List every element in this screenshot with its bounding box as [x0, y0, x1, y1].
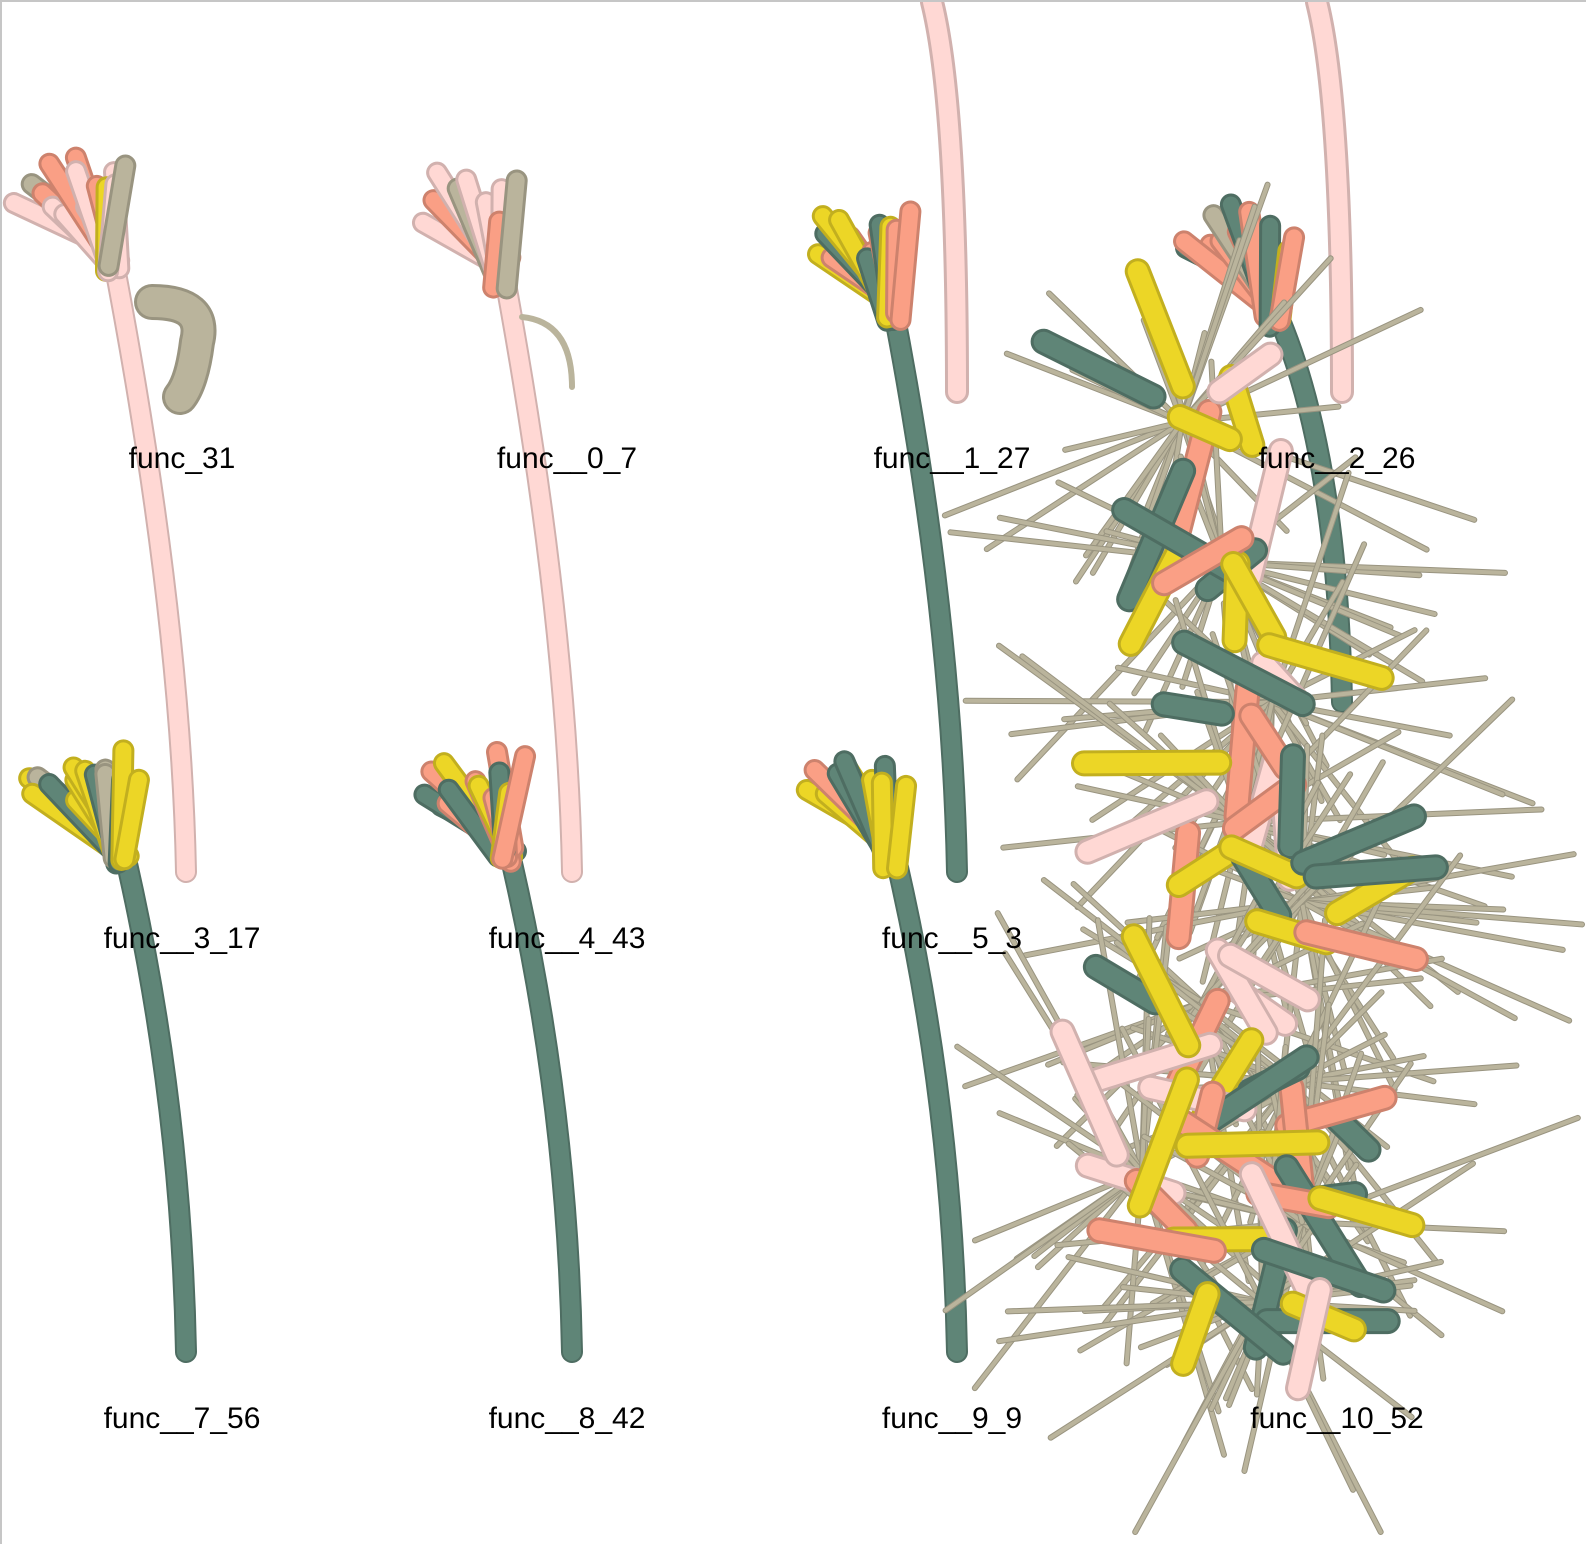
tangle-spike [1083, 420, 1184, 558]
tangle-capsule [1293, 806, 1424, 873]
tangle-spike [1075, 784, 1244, 824]
tangle-capsule [1169, 407, 1240, 450]
tangle-capsule [1154, 528, 1252, 594]
plant-func-5-3-stem [883, 833, 966, 1361]
tangle-capsule [1123, 926, 1199, 1056]
plant-func-5-3 [795, 750, 968, 1363]
tangle-spike [1180, 256, 1333, 424]
top-stem [1308, 2, 1351, 401]
plant-func-0-7-leaf [485, 213, 508, 296]
tangle-capsule [1305, 857, 1446, 887]
tangle-capsule [1085, 956, 1166, 1013]
tangle-capsule [1296, 922, 1426, 969]
tangle-capsule [1172, 1259, 1294, 1363]
tangle-capsule [1052, 1021, 1127, 1165]
plant-func-31-curl [134, 284, 217, 415]
tangle-capsule [1033, 331, 1164, 407]
tangle-spike [943, 1170, 1144, 1313]
tangle-capsule [1120, 534, 1192, 654]
tangle-capsule [1310, 1188, 1423, 1236]
tangle-capsule [1168, 844, 1237, 895]
tangle-spike [1116, 768, 1244, 824]
tangle-capsule [1177, 1132, 1328, 1156]
tangle-spike [1063, 420, 1184, 452]
tangle-capsule [1241, 705, 1296, 778]
tangle-spike [1270, 700, 1505, 797]
plant-func-0-7 [411, 161, 583, 883]
tangle-spike [1290, 853, 1463, 1084]
tangle-spike [984, 420, 1184, 552]
tangle-capsule [1223, 554, 1285, 648]
tangle-capsule [1259, 635, 1392, 688]
plant-func-3-17-stem [113, 833, 195, 1361]
tangle-capsule [1173, 1284, 1218, 1374]
plant-func-31-curl [137, 287, 214, 412]
tangle-capsule [1280, 746, 1303, 857]
tangle-capsule [1253, 1239, 1394, 1301]
tangle-capsule [1153, 694, 1232, 724]
plant-func-1-27 [807, 200, 968, 883]
plant-func-31 [2, 146, 197, 883]
tangle-capsule [1288, 1280, 1330, 1399]
plant-func-31-stem [103, 243, 195, 881]
plant-func-0-7-leaf [498, 172, 525, 297]
plant-func-1-27-leaf [892, 203, 919, 328]
tangle-capsule [1129, 1069, 1197, 1216]
plant-func-4-43-leaf [494, 748, 534, 867]
plant-top-stems [920, 2, 1354, 404]
plant-func-5-3-leaf [873, 774, 892, 877]
tangle-capsule [1221, 837, 1307, 887]
tangle-capsule [1209, 344, 1281, 402]
top-stem [923, 2, 966, 401]
plant-func-3-17-leaf [116, 771, 147, 868]
plant-func-0-7-stem [493, 253, 581, 881]
plant-func-1-27-stem [883, 293, 966, 881]
tangle-spike [1048, 1300, 1264, 1440]
tangle-capsule [1127, 261, 1193, 397]
tangle-capsule [1073, 752, 1230, 774]
plant-func-3-17 [18, 739, 197, 1363]
tangle-spike [972, 1170, 1144, 1391]
tangle-spike [1270, 470, 1351, 704]
plant-func-4-43-stem [498, 833, 581, 1361]
plant-func-0-7-curl [519, 314, 575, 390]
tangle-spike [1133, 1300, 1264, 1534]
plant-func-4-43 [413, 740, 583, 1363]
plant-func-5-3-leaf [889, 777, 915, 877]
plant-func-31-leaf [100, 157, 134, 274]
tangle-capsule [1089, 1220, 1224, 1261]
tangle-burst [941, 181, 1585, 1535]
tangle-spike [942, 420, 1184, 518]
tangle-capsule [1174, 632, 1313, 715]
tangle-capsule [1077, 791, 1217, 862]
plant-func-0-7-curl [519, 314, 575, 390]
tangle-capsule [1220, 945, 1318, 1010]
plant-func-4-43-leaf [440, 781, 507, 865]
